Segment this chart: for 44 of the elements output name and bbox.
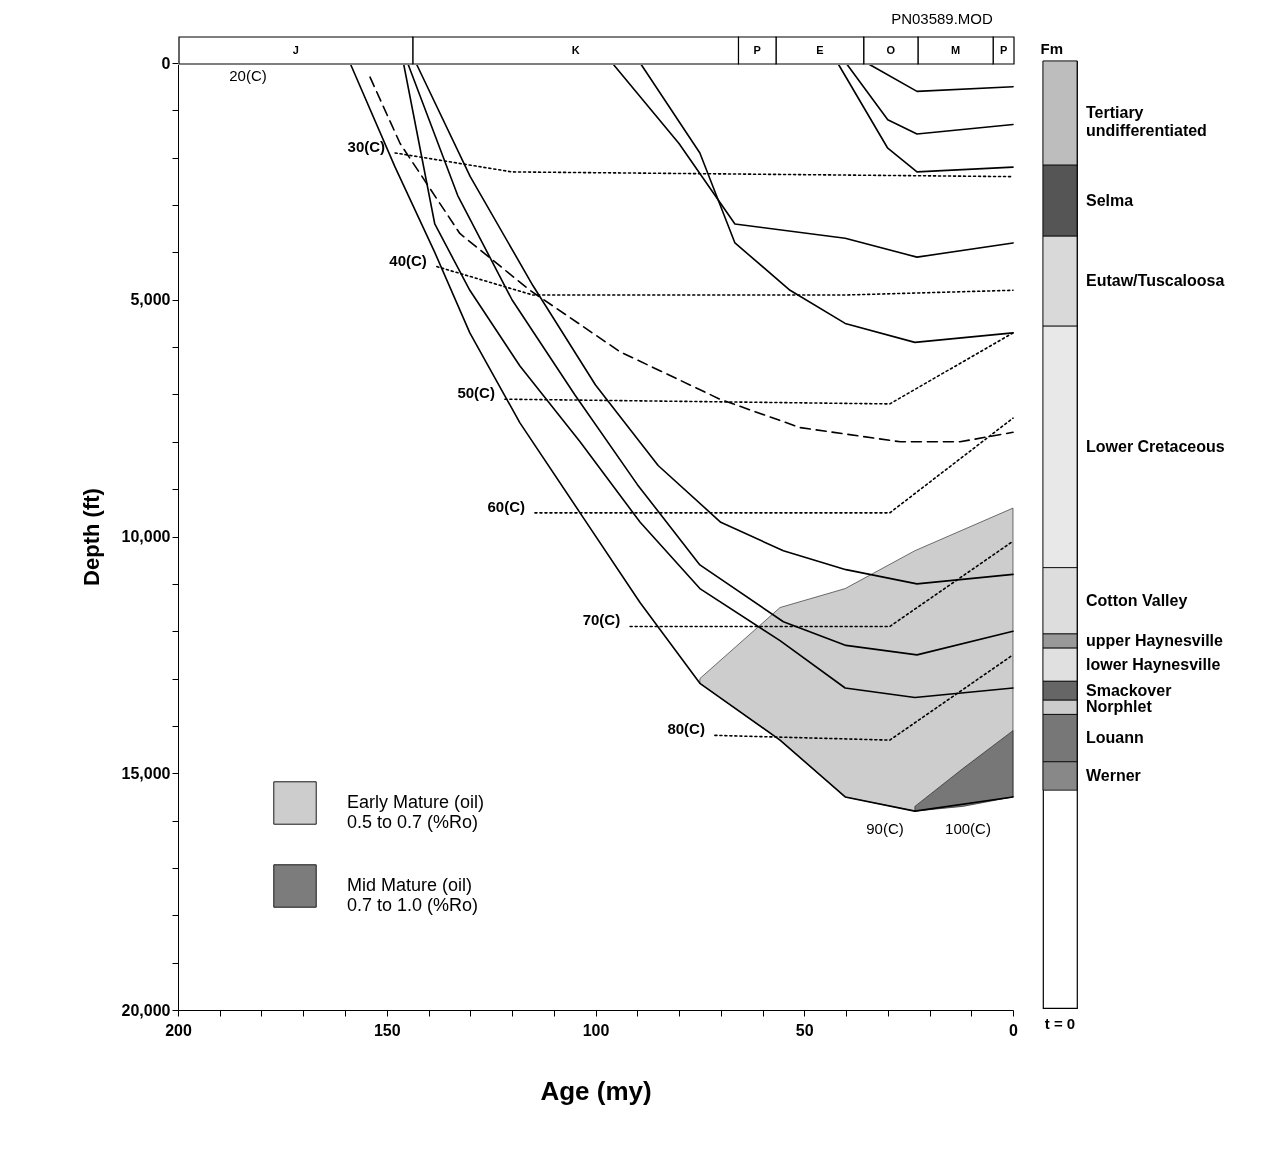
chart-title: Fm: [1040, 39, 1064, 57]
series-label: Norphlet: [1086, 698, 1153, 716]
series-label: upper Haynesville: [1086, 632, 1224, 650]
series-label: lower Haynesville: [1086, 655, 1221, 673]
legend-label: Mid Mature (oil) 0.7 to 1.0 (%Ro): [347, 875, 479, 915]
annotation: 100(C): [945, 820, 991, 837]
x-tick-label: 50: [795, 1021, 814, 1039]
series-label: 50(C): [457, 384, 495, 402]
series-label: Lower Cretaceous: [1086, 437, 1225, 455]
y-tick-label: 5,000: [130, 291, 171, 309]
series-label: Werner: [1086, 766, 1141, 784]
series-label: E: [816, 43, 824, 56]
x-tick-label: 200: [165, 1021, 192, 1039]
series-label: O: [886, 43, 896, 56]
y-tick-label: 0: [161, 54, 171, 72]
series-label: Eutaw/Tuscaloosa: [1086, 272, 1225, 290]
series-label: Louann: [1086, 729, 1144, 747]
series-label: 30(C): [347, 137, 386, 155]
series-label: Tertiary undifferentiated: [1086, 104, 1207, 140]
y-axis-title: Depth (ft): [78, 488, 104, 586]
series-label: P: [999, 43, 1008, 56]
text: PN03589.MOD: [891, 10, 994, 27]
series-label: Selma: [1086, 191, 1134, 209]
series-label: 70(C): [582, 611, 621, 629]
y-tick-label: 20,000: [121, 1001, 171, 1019]
annotation: 90(C): [866, 820, 904, 837]
x-tick-label: 0: [1009, 1021, 1019, 1039]
series-label: 40(C): [389, 251, 427, 269]
series-label: K: [571, 43, 580, 56]
series-label: 80(C): [667, 720, 705, 738]
series-label: Smackover: [1086, 681, 1172, 699]
x-tick-label: t = 0: [1044, 1014, 1076, 1032]
x-tick-label: 150: [373, 1021, 401, 1039]
series-label: P: [753, 43, 761, 56]
legend-label: Early Mature (oil) 0.5 to 0.7 (%Ro): [347, 792, 485, 832]
annotation: 20(C): [229, 67, 267, 84]
x-tick-label: 100: [582, 1021, 610, 1039]
series-label: M: [950, 43, 961, 56]
y-tick-label: 15,000: [121, 764, 171, 782]
series-label: Cotton Valley: [1086, 591, 1188, 609]
series-label: J: [292, 43, 299, 56]
x-axis-title: Age (my): [540, 1075, 652, 1106]
y-tick-label: 10,000: [121, 528, 171, 545]
series-label: 60(C): [487, 497, 525, 515]
